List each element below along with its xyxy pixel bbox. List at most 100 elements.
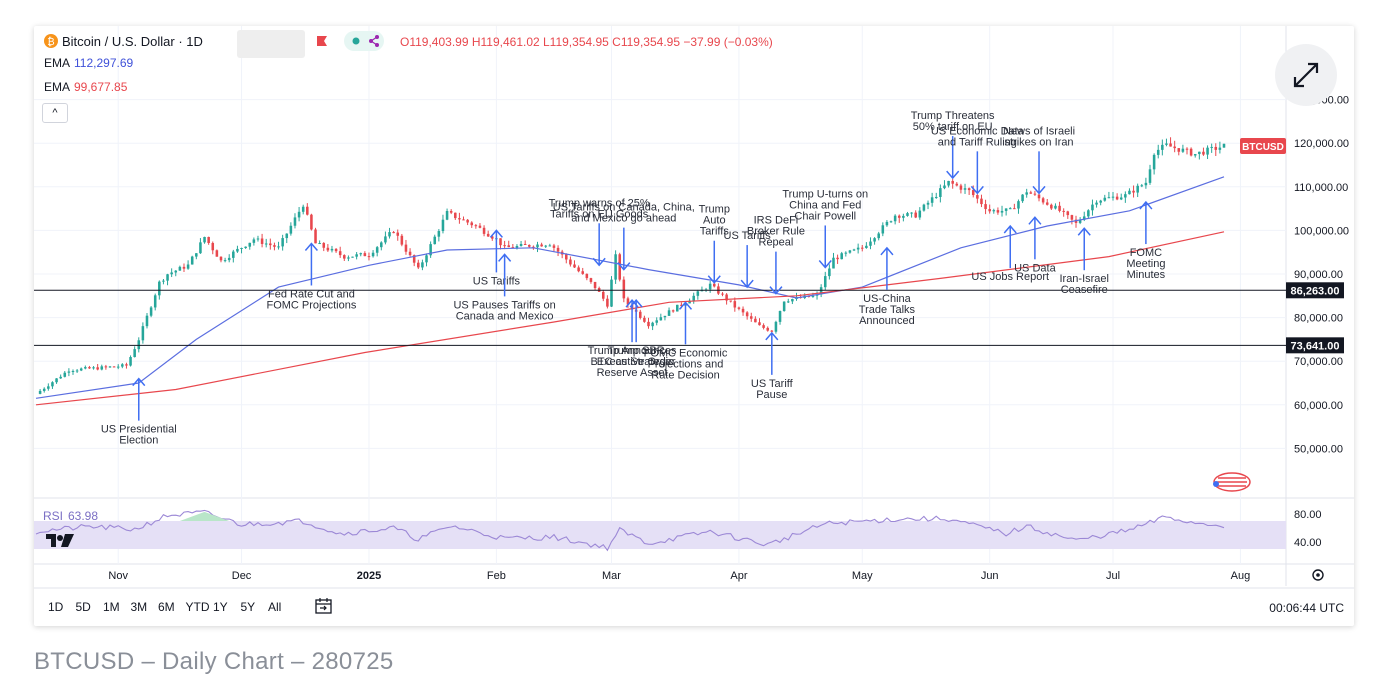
candle-body [51, 382, 54, 387]
candle-body [811, 295, 815, 297]
candle-body [959, 185, 963, 190]
symbol-title[interactable]: Bitcoin / U.S. Dollar · 1D [62, 34, 203, 49]
annotation-line: Iran-Israel [1059, 273, 1109, 285]
time-axis-settings-icon[interactable] [1310, 567, 1326, 586]
candle-body [947, 180, 950, 186]
annotation-line: US Tariffs [473, 275, 521, 287]
annotation-arrowhead [946, 170, 960, 180]
candle-body [281, 238, 284, 247]
candle-body [470, 222, 474, 226]
candle-body [651, 322, 654, 327]
candle-body [729, 300, 732, 302]
ema1-value: 112,297.69 [74, 56, 134, 70]
annotation-arrowhead [1032, 185, 1046, 195]
level-badge [1286, 337, 1344, 354]
annotation-label: US-China Trade Talks Announced [859, 293, 916, 327]
clock-readout[interactable]: 00:06:44 UTC [1269, 601, 1344, 615]
range-button-all[interactable]: All [268, 600, 282, 614]
annotation-label: US Tariffs on Canada, China, and Mexico g… [553, 202, 695, 225]
range-button-5d[interactable]: 5D [75, 600, 91, 614]
candle-body [178, 266, 182, 271]
candle-body [277, 246, 280, 248]
candle-body [301, 206, 305, 212]
calendar-range-icon[interactable] [314, 596, 334, 619]
collapse-legend-button[interactable]: ^ [42, 103, 68, 123]
candle-body [1099, 200, 1102, 203]
range-button-ytd[interactable]: YTD [185, 600, 210, 614]
annotation-label: Iran-Israel Ceasefire [1059, 273, 1109, 296]
annotation-line: Trump warns of 25% [549, 197, 650, 209]
candle-body [655, 320, 658, 323]
candle-body [766, 327, 769, 331]
candle-body [877, 233, 880, 239]
candle-body [1189, 148, 1193, 156]
chart-canvas[interactable]: 50,000.00 60,000.00 70,000.00 80,000.00 90,0… [34, 26, 1354, 626]
candle-body [433, 236, 437, 245]
flag-icon[interactable] [316, 35, 328, 50]
candle-body [236, 248, 239, 252]
annotation-arrowhead [740, 279, 754, 289]
candle-body [791, 299, 794, 302]
candle-body [355, 254, 358, 257]
candle-body [1066, 211, 1070, 216]
candle-body [38, 390, 42, 394]
annotation-label: Trump Announces BTC as Strategic Reserve A… [588, 345, 677, 379]
candle-body [371, 252, 375, 257]
candle-body [569, 259, 572, 265]
x-tick-label: Dec [232, 570, 252, 582]
candle-body [626, 298, 630, 305]
candle-body [749, 316, 753, 319]
candle-body [380, 242, 383, 248]
range-button-1y[interactable]: 1Y [213, 600, 228, 614]
range-button-6m[interactable]: 6M [158, 600, 175, 614]
annotation-arrowhead [629, 299, 643, 308]
candle-body [462, 219, 465, 221]
candle-body [458, 218, 461, 220]
annotation-arrowhead [1028, 216, 1042, 225]
chart-caption: BTCUSD – Daily Chart – 280725 [34, 648, 394, 675]
candle-body [910, 212, 913, 214]
candle-body [671, 310, 675, 312]
candle-body [778, 311, 782, 322]
annotation-arrowhead [818, 259, 832, 269]
candle-body [384, 236, 387, 243]
annotation-line: US Economic Data [931, 125, 1025, 137]
candle-body [244, 246, 247, 249]
range-button-3m[interactable]: 3M [130, 600, 148, 614]
candle-body [1095, 202, 1098, 205]
chevron-up-icon: ^ [52, 107, 58, 119]
candle-body [1161, 144, 1164, 150]
candle-body [1181, 148, 1185, 152]
candle-body [984, 204, 987, 210]
candle-body [712, 283, 716, 287]
annotation-line: US-China [863, 293, 912, 305]
candle-body [215, 250, 219, 257]
candle-body [84, 367, 87, 369]
candle-body [1169, 143, 1172, 147]
annotation-line: US Tariffs on Canada, China, [553, 202, 695, 214]
candle-body [688, 300, 691, 304]
annotation-line: Broker Rule [747, 226, 805, 238]
annotation-line: Rate Decision [651, 369, 719, 381]
candle-body [971, 190, 975, 196]
candle-body [375, 247, 379, 253]
range-button-5y[interactable]: 5Y [240, 600, 256, 614]
range-button-1d[interactable]: 1D [48, 600, 64, 614]
x-tick-label: Mar [602, 570, 621, 582]
annotation-line: Trump Announces [588, 345, 677, 357]
candle-body [758, 322, 761, 326]
candle-body [421, 262, 424, 268]
market-status-pill[interactable] [344, 31, 384, 51]
candle-body [754, 318, 757, 323]
range-button-1m[interactable]: 1M [103, 600, 120, 614]
chart-widget: 50,000.00 60,000.00 70,000.00 80,000.00 90,0… [34, 26, 1354, 626]
candle-body [675, 304, 679, 312]
annotation-arrowhead [1003, 224, 1017, 234]
candle-body [540, 244, 543, 247]
candle-body [585, 273, 589, 279]
candle-body [737, 307, 741, 309]
candle-body [589, 278, 593, 282]
expand-button[interactable] [1275, 44, 1337, 106]
candle-body [1140, 185, 1144, 187]
candle-body [614, 254, 617, 280]
